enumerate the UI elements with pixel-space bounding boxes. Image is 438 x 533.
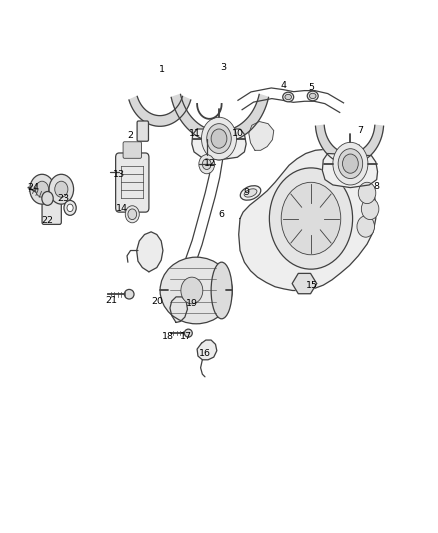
Text: 19: 19	[186, 300, 198, 308]
Ellipse shape	[285, 94, 292, 100]
Circle shape	[281, 182, 341, 255]
Text: 4: 4	[281, 81, 287, 90]
Circle shape	[269, 168, 353, 269]
Circle shape	[49, 174, 74, 204]
Text: 1: 1	[159, 65, 165, 74]
FancyBboxPatch shape	[42, 198, 61, 224]
FancyBboxPatch shape	[123, 142, 141, 158]
Text: 15: 15	[306, 281, 318, 290]
Circle shape	[211, 129, 227, 148]
Text: 21: 21	[106, 296, 118, 304]
Ellipse shape	[244, 189, 257, 197]
Ellipse shape	[240, 185, 261, 200]
Circle shape	[361, 198, 379, 220]
Text: 6: 6	[218, 210, 224, 219]
Text: 24: 24	[27, 183, 39, 192]
FancyBboxPatch shape	[116, 153, 149, 212]
Polygon shape	[137, 232, 163, 272]
Text: 10: 10	[232, 129, 244, 138]
Polygon shape	[171, 94, 268, 143]
Polygon shape	[239, 149, 376, 290]
Ellipse shape	[211, 262, 232, 319]
Circle shape	[201, 117, 237, 160]
Polygon shape	[129, 96, 191, 126]
Polygon shape	[170, 297, 187, 322]
Circle shape	[181, 277, 203, 304]
Text: 18: 18	[162, 333, 174, 341]
Polygon shape	[315, 125, 384, 164]
Text: 12: 12	[204, 159, 216, 168]
Circle shape	[202, 159, 211, 169]
Circle shape	[42, 191, 53, 205]
Circle shape	[333, 142, 368, 185]
Text: 16: 16	[198, 349, 211, 358]
Circle shape	[30, 174, 54, 204]
Polygon shape	[322, 154, 378, 188]
Circle shape	[55, 181, 68, 197]
Circle shape	[207, 124, 231, 154]
Circle shape	[199, 155, 215, 174]
Circle shape	[35, 181, 49, 197]
Polygon shape	[292, 273, 317, 294]
Text: 3: 3	[220, 63, 226, 72]
Polygon shape	[192, 129, 246, 160]
Text: 7: 7	[357, 126, 363, 135]
Circle shape	[67, 204, 73, 212]
Text: 17: 17	[180, 333, 192, 341]
Text: 9: 9	[244, 189, 250, 197]
Circle shape	[128, 209, 137, 220]
Text: 13: 13	[113, 171, 125, 179]
Circle shape	[343, 154, 358, 173]
Ellipse shape	[309, 93, 316, 99]
Circle shape	[338, 149, 363, 179]
Text: 14: 14	[116, 205, 128, 213]
Polygon shape	[197, 340, 217, 360]
Ellipse shape	[160, 257, 233, 324]
Ellipse shape	[184, 329, 192, 337]
Text: 22: 22	[41, 216, 53, 224]
Text: 2: 2	[127, 132, 134, 140]
Ellipse shape	[307, 91, 318, 101]
Text: 11: 11	[189, 129, 201, 138]
Ellipse shape	[124, 289, 134, 299]
Circle shape	[358, 182, 376, 204]
Circle shape	[64, 200, 76, 215]
Ellipse shape	[283, 92, 293, 102]
Text: 20: 20	[151, 297, 163, 305]
Text: 5: 5	[308, 84, 314, 92]
FancyBboxPatch shape	[137, 121, 148, 141]
Circle shape	[357, 216, 374, 237]
Circle shape	[125, 206, 139, 223]
Polygon shape	[249, 122, 274, 150]
Text: 23: 23	[57, 195, 70, 203]
Text: 8: 8	[374, 182, 380, 191]
